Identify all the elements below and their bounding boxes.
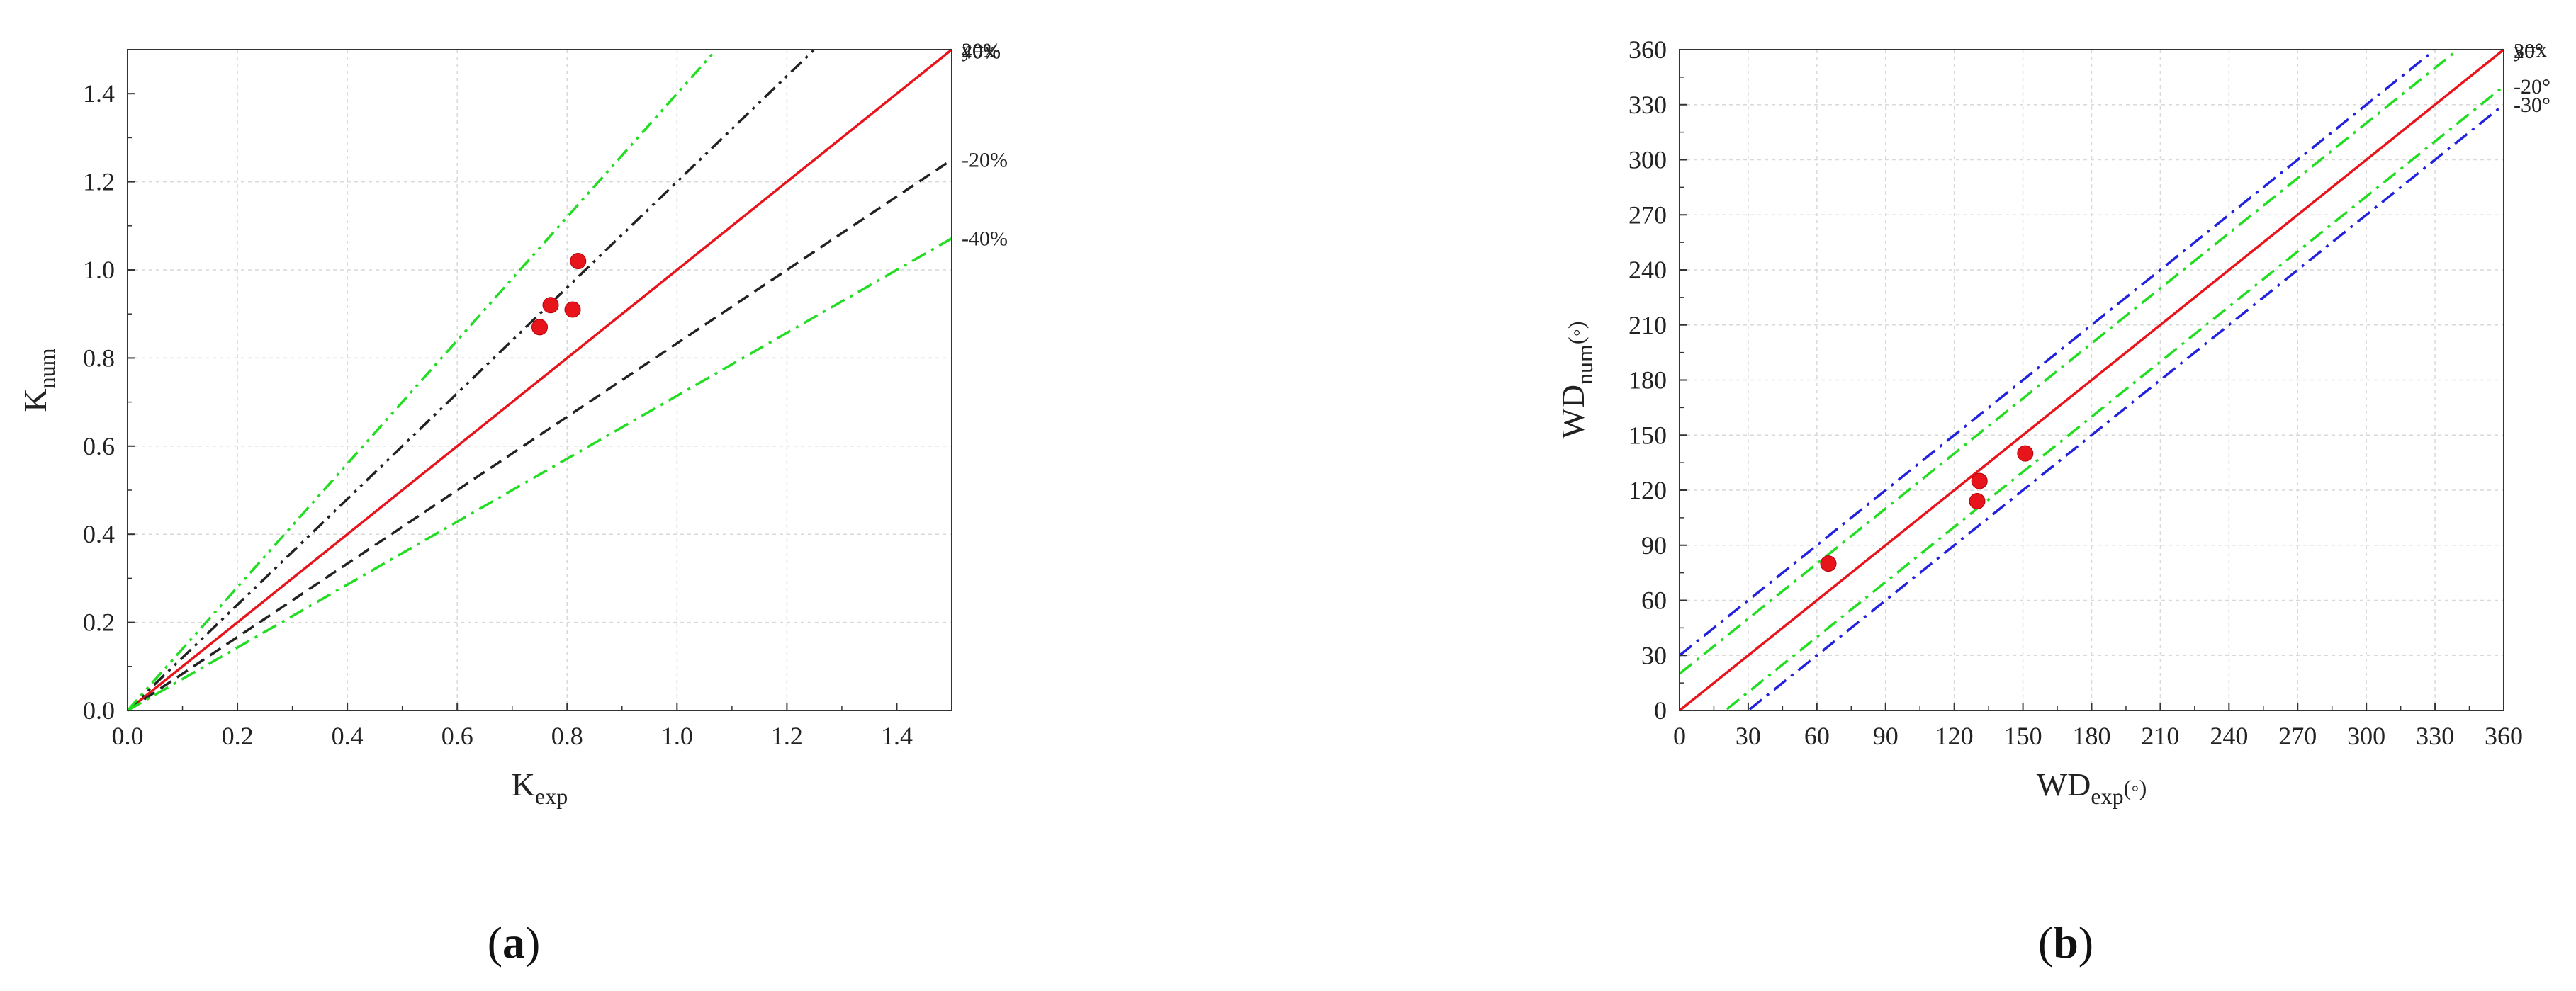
chart-panel-b: y=x20° -20° 30° -30° 0 30 60 90 120 150 180 210 240 2… xyxy=(1555,35,2550,968)
y-tick-label: 120 xyxy=(1629,476,1667,504)
reference-line-label: 20% xyxy=(962,39,1001,62)
y-tick-label: 0.6 xyxy=(83,432,115,460)
chart-panel-a: y=x20% -20% 40% -40% 0.0 0.2 0.4 0.6 0.8 1.0 1.2 1.… xyxy=(17,38,1008,968)
x-tick-label: 30 xyxy=(1736,722,1761,750)
x-tick-label: 180 xyxy=(2073,722,2111,750)
y-tick-label: 1.4 xyxy=(83,79,115,108)
x-tick-label: 360 xyxy=(2485,722,2523,750)
reference-line-label: 40% xyxy=(962,40,1001,63)
y-tick-label: 150 xyxy=(1629,421,1667,449)
y-tick-label: 330 xyxy=(1629,91,1667,119)
x-axis-title-sub: exp xyxy=(535,783,568,809)
y-tick-label: 1.2 xyxy=(83,168,115,196)
y-tick-label: 360 xyxy=(1629,35,1667,64)
reference-line-label: -40% xyxy=(962,227,1008,251)
reference-line-1 xyxy=(126,49,815,712)
reference-line-0 xyxy=(1678,48,2505,712)
x-tick-label: 1.2 xyxy=(771,722,803,750)
y-axis-title-main: WD xyxy=(1555,385,1591,439)
x-tick-label: 0.2 xyxy=(222,722,254,750)
y-tick-label: 0.8 xyxy=(83,344,115,372)
y-axis-title-sub: num xyxy=(34,348,60,388)
y-tick-label: 240 xyxy=(1629,256,1667,284)
x-tick-label: 90 xyxy=(1873,722,1899,750)
reference-line-2 xyxy=(1726,85,2505,710)
x-tick-label: 120 xyxy=(1935,722,1974,750)
panel-label-letter: b xyxy=(2053,917,2079,968)
data-point xyxy=(1971,472,1988,489)
panel-label: (a) xyxy=(488,917,541,968)
y-axis-title-sub: num xyxy=(1572,344,1597,385)
x-tick-label: 0.6 xyxy=(441,722,473,750)
data-point xyxy=(570,253,587,270)
data-point xyxy=(531,319,548,336)
panel-label-close-paren: ) xyxy=(2079,917,2093,968)
y-axis-title: Knum xyxy=(17,348,60,412)
x-tick-label: 60 xyxy=(1804,722,1830,750)
x-tick-label: 270 xyxy=(2278,722,2317,750)
y-axis-title: WDnum(◦) xyxy=(1555,321,1597,438)
panel-label-open-paren: ( xyxy=(488,917,502,968)
reference-line-label: -30° xyxy=(2514,94,2550,117)
y-tick-label: 0 xyxy=(1654,696,1667,725)
reference-line-1 xyxy=(1678,50,2458,675)
panel-label-open-paren: ( xyxy=(2038,917,2053,968)
x-tick-label: 0.4 xyxy=(332,722,364,750)
panel-label-close-paren: ) xyxy=(525,917,540,968)
axes-frame xyxy=(127,49,952,711)
y-tick-label: 0.2 xyxy=(83,608,115,637)
x-axis-title-sub: exp xyxy=(2091,783,2123,809)
x-axis-title-main: WD xyxy=(2037,766,2091,803)
x-tick-label: 210 xyxy=(2141,722,2179,750)
y-tick-label: 270 xyxy=(1629,200,1667,229)
y-tick-label: 1.0 xyxy=(83,256,115,284)
x-tick-label: 0 xyxy=(1673,722,1686,750)
y-axis-title-unit: (◦) xyxy=(1563,321,1589,344)
reference-line-label: y=x xyxy=(2514,38,2547,62)
reference-line-3 xyxy=(1678,50,2435,657)
x-axis-title: Kexp xyxy=(512,766,568,809)
x-axis-title: WDexp(◦) xyxy=(2037,766,2147,809)
data-point xyxy=(2017,445,2034,462)
reference-line-label: -20% xyxy=(962,149,1008,172)
y-tick-label: 60 xyxy=(1641,587,1667,615)
y-tick-label: 30 xyxy=(1641,641,1667,669)
y-tick-label: 300 xyxy=(1629,146,1667,174)
reference-line-label: 20° xyxy=(2514,40,2543,63)
x-tick-label: 240 xyxy=(2210,722,2248,750)
reference-line-2 xyxy=(127,159,952,712)
x-tick-label: 150 xyxy=(2004,722,2042,750)
y-tick-label: 210 xyxy=(1629,311,1667,339)
x-tick-label: 1.0 xyxy=(661,722,693,750)
y-tick-label: 0.4 xyxy=(83,520,115,548)
panel-label: (b) xyxy=(2038,917,2093,968)
x-tick-label: 0.0 xyxy=(112,722,144,750)
reference-line-label: y=x xyxy=(962,38,995,62)
reference-line-label: -20° xyxy=(2514,75,2550,98)
reference-line-0 xyxy=(126,48,953,712)
x-tick-label: 0.8 xyxy=(551,722,583,750)
reference-line-4 xyxy=(1748,103,2505,710)
x-tick-label: 300 xyxy=(2347,722,2385,750)
y-tick-label: 90 xyxy=(1641,531,1667,560)
reference-line-label: 30° xyxy=(2514,40,2543,63)
x-axis-title-unit: (◦) xyxy=(2124,775,2147,800)
panel-label-letter: a xyxy=(502,917,525,968)
data-point xyxy=(542,297,559,314)
data-point xyxy=(1820,555,1837,572)
data-point xyxy=(1969,493,1986,510)
reference-line-4 xyxy=(127,237,952,712)
x-axis-title-main: K xyxy=(512,766,535,803)
y-tick-label: 0.0 xyxy=(83,696,115,725)
data-point xyxy=(564,301,581,318)
y-tick-label: 180 xyxy=(1629,366,1667,395)
x-tick-label: 1.4 xyxy=(881,722,913,750)
x-tick-label: 330 xyxy=(2416,722,2454,750)
y-axis-title-main: K xyxy=(17,388,53,412)
